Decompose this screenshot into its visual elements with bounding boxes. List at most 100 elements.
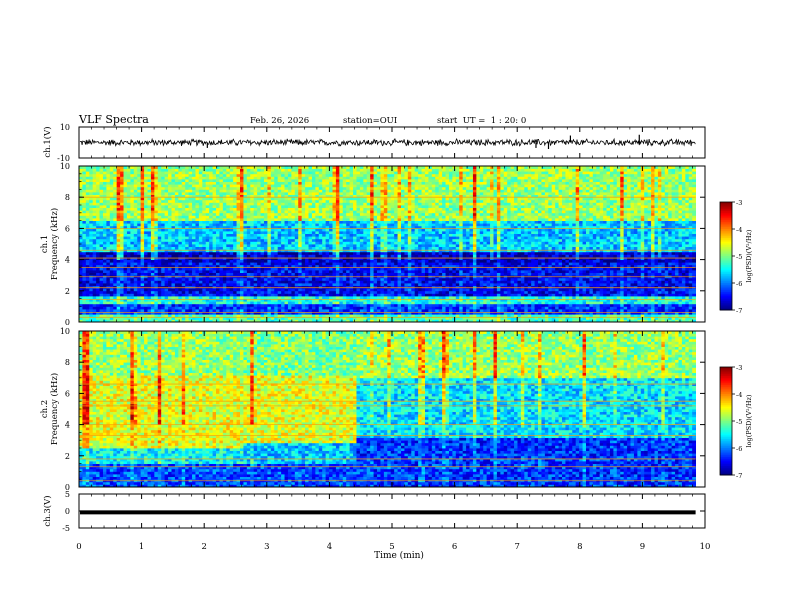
spec-cell: [168, 184, 172, 187]
spec-cell: [189, 304, 193, 307]
spec-cell: [110, 189, 114, 192]
spec-cell: [171, 254, 175, 257]
spec-cell: [134, 309, 138, 312]
spec-cell: [168, 301, 172, 304]
spec-cell: [100, 184, 104, 187]
spec-cell: [120, 283, 124, 286]
spec-cell: [100, 314, 104, 317]
spec-cell: [120, 208, 124, 211]
spec-cell: [117, 205, 121, 208]
spec-cell: [113, 273, 117, 276]
spec-cell: [134, 252, 138, 255]
spec-cell: [168, 288, 172, 291]
spec-cell: [199, 228, 203, 231]
spec-cell: [124, 215, 128, 218]
spec-cell: [144, 267, 148, 270]
spec-cell: [86, 270, 90, 273]
spec-cell: [96, 234, 100, 237]
spec-cell: [199, 179, 203, 182]
spec-cell: [127, 241, 131, 244]
spec-cell: [168, 231, 172, 234]
spec-cell: [137, 280, 141, 283]
spec-cell: [158, 179, 162, 182]
spec-cell: [89, 260, 93, 263]
spec-cell: [120, 296, 124, 299]
spec-cell: [113, 293, 117, 296]
spec-cell: [86, 171, 90, 174]
spec-cell: [185, 247, 189, 250]
spec-cell: [124, 221, 128, 224]
spec-cell: [106, 189, 110, 192]
spec-cell: [144, 174, 148, 177]
spec-cell: [86, 296, 90, 299]
spec-cell: [100, 187, 104, 190]
spec-cell: [100, 301, 104, 304]
spec-cell: [151, 231, 155, 234]
spec-cell: [189, 249, 193, 252]
spec-cell: [148, 273, 152, 276]
spec-cell: [199, 252, 203, 255]
spec-cell: [79, 314, 83, 317]
spec-cell: [106, 234, 110, 237]
spec-cell: [192, 270, 196, 273]
spec-cell: [175, 286, 179, 289]
spec-cell: [161, 236, 165, 239]
spec-cell: [178, 239, 182, 242]
spec-cell: [151, 228, 155, 231]
spec-cell: [199, 293, 203, 296]
spec-cell: [96, 218, 100, 221]
spec-cell: [137, 291, 141, 294]
spec-cell: [96, 244, 100, 247]
spec-cell: [79, 231, 83, 234]
spec-cell: [137, 278, 141, 281]
spec-cell: [124, 184, 128, 187]
spec-cell: [195, 244, 199, 247]
spec-cell: [100, 192, 104, 195]
spec-cell: [199, 249, 203, 252]
spec-cell: [113, 223, 117, 226]
spec-cell: [106, 312, 110, 315]
spec-cell: [103, 192, 107, 195]
spec-cell: [100, 278, 104, 281]
spec-cell: [110, 309, 114, 312]
spec-cell: [202, 267, 206, 270]
spec-cell: [96, 192, 100, 195]
spec-cell: [189, 280, 193, 283]
spec-cell: [165, 249, 169, 252]
spec-cell: [171, 314, 175, 317]
spec-cell: [127, 210, 131, 213]
spec-cell: [137, 189, 141, 192]
spec-cell: [124, 293, 128, 296]
spec-cell: [82, 314, 86, 317]
spec-cell: [130, 249, 134, 252]
spec-cell: [120, 270, 124, 273]
spec-cell: [106, 306, 110, 309]
spec-cell: [178, 267, 182, 270]
spec-cell: [171, 174, 175, 177]
spec-cell: [182, 260, 186, 263]
spec-cell: [168, 247, 172, 250]
spec-cell: [130, 236, 134, 239]
spec-cell: [192, 278, 196, 281]
spec-cell: [134, 187, 138, 190]
spec-cell: [113, 187, 117, 190]
spec-cell: [141, 286, 145, 289]
spec-cell: [100, 252, 104, 255]
spec-cell: [158, 273, 162, 276]
spec-cell: [165, 267, 169, 270]
spec-cell: [79, 262, 83, 265]
spec-cell: [151, 197, 155, 200]
spec-cell: [120, 174, 124, 177]
spec-cell: [89, 171, 93, 174]
spec-cell: [124, 249, 128, 252]
spec-cell: [110, 267, 114, 270]
spec-cell: [192, 184, 196, 187]
spec-cell: [165, 234, 169, 237]
spec-cell: [82, 252, 86, 255]
spec-cell: [192, 239, 196, 242]
spec-cell: [195, 252, 199, 255]
spec-cell: [79, 244, 83, 247]
spec-cell: [100, 218, 104, 221]
spec-cell: [192, 291, 196, 294]
spec-cell: [100, 309, 104, 312]
